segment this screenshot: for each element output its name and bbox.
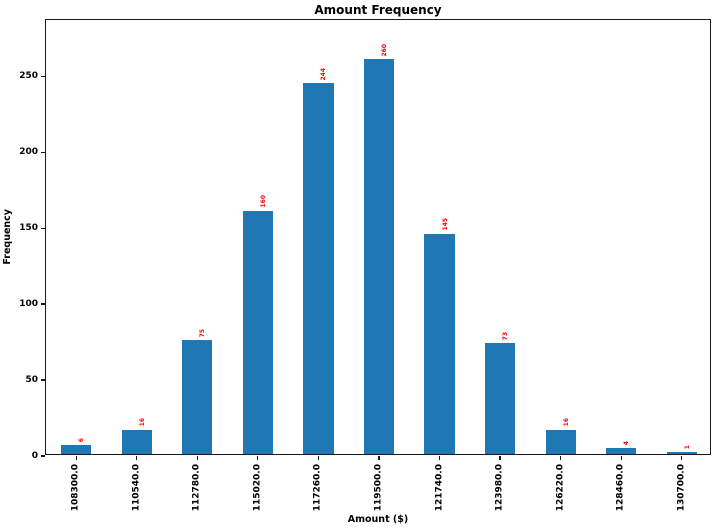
y-tick-label: 100 bbox=[19, 298, 38, 309]
x-tick-label: 121740.0 bbox=[434, 464, 445, 512]
bar bbox=[242, 210, 274, 454]
bar bbox=[182, 340, 213, 454]
x-tick-mark bbox=[560, 456, 562, 460]
x-tick-mark bbox=[499, 456, 501, 460]
x-tick-mark bbox=[136, 456, 138, 460]
x-tick-label: 110540.0 bbox=[131, 464, 142, 512]
x-tick-label: 108300.0 bbox=[70, 464, 81, 512]
y-tick-mark bbox=[41, 227, 45, 229]
bar bbox=[484, 343, 516, 454]
x-tick-label: 115020.0 bbox=[252, 464, 263, 512]
y-tick-label: 250 bbox=[19, 70, 38, 81]
bar bbox=[666, 452, 697, 454]
bar-value-label: 75 bbox=[199, 328, 207, 338]
y-tick-label: 150 bbox=[19, 222, 38, 233]
bar bbox=[424, 233, 455, 454]
plot-area: 6 108300.0 16 110540.0 75 112780.0 160 115020.0… bbox=[19, 19, 711, 511]
bar-value-label: 4 bbox=[623, 440, 631, 445]
bar-value-label: 260 bbox=[381, 43, 388, 57]
bar-value-label: 16 bbox=[138, 418, 146, 427]
bar-value-label: 16 bbox=[562, 418, 570, 427]
x-tick-mark bbox=[317, 456, 320, 460]
x-tick-mark bbox=[378, 456, 380, 460]
x-tick-label: 126220.0 bbox=[555, 464, 566, 512]
y-tick-label: 0 bbox=[31, 450, 38, 461]
bar bbox=[363, 59, 395, 454]
bar bbox=[121, 429, 152, 454]
y-axis-label: Frequency bbox=[2, 19, 13, 455]
y-tick-mark bbox=[41, 379, 45, 381]
x-tick-mark bbox=[196, 456, 198, 460]
x-tick-mark bbox=[681, 456, 683, 460]
x-tick-label: 112780.0 bbox=[191, 464, 202, 512]
x-tick-mark bbox=[438, 456, 441, 460]
x-tick-mark bbox=[257, 456, 259, 460]
y-tick-label: 200 bbox=[19, 146, 38, 157]
x-tick-label: 128460.0 bbox=[615, 464, 626, 512]
chart-title: Amount Frequency bbox=[314, 3, 442, 17]
y-tick-mark bbox=[41, 75, 45, 77]
bar-value-label: 1 bbox=[683, 445, 691, 450]
y-tick-label: 50 bbox=[25, 374, 38, 385]
x-tick-label: 117260.0 bbox=[312, 464, 323, 512]
y-tick-mark bbox=[41, 303, 45, 305]
x-tick-label: 119500.0 bbox=[373, 464, 384, 512]
bar-value-label: 6 bbox=[78, 437, 86, 442]
bar-value-label: 160 bbox=[259, 195, 267, 208]
bar bbox=[606, 447, 637, 454]
bar bbox=[545, 429, 576, 454]
x-axis-label: Amount ($) bbox=[347, 514, 409, 525]
bar bbox=[303, 83, 334, 454]
y-axis-label-text: Frequency bbox=[2, 209, 13, 265]
x-tick-mark bbox=[75, 456, 77, 460]
bar-value-label: 244 bbox=[320, 67, 328, 81]
x-tick-label: 130700.0 bbox=[676, 464, 687, 512]
y-tick-mark bbox=[41, 455, 45, 457]
bar-value-label: 145 bbox=[441, 218, 449, 231]
x-tick-label: 123980.0 bbox=[494, 464, 505, 512]
y-tick-mark bbox=[41, 151, 45, 153]
bar-value-label: 73 bbox=[502, 331, 510, 341]
x-tick-mark bbox=[620, 456, 622, 460]
bar bbox=[61, 444, 92, 454]
